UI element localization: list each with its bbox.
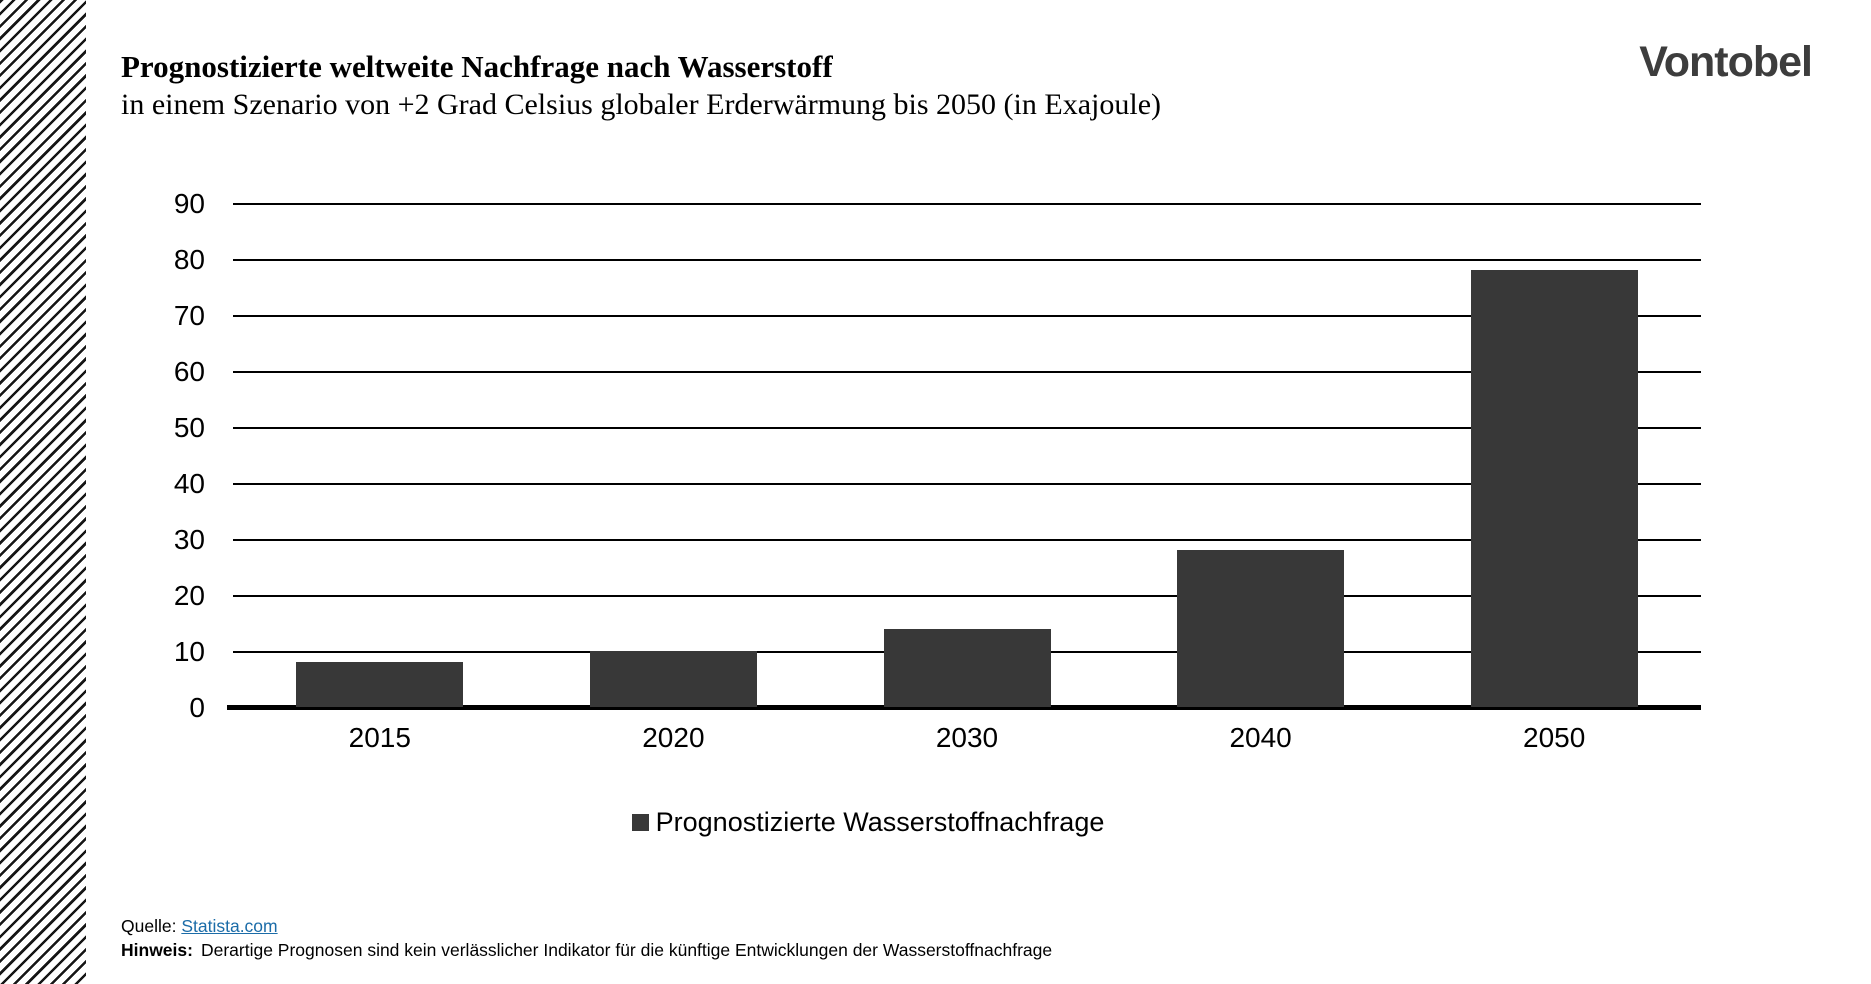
gridline [233, 203, 1701, 205]
gridline [233, 483, 1701, 485]
page-title: Prognostizierte weltweite Nachfrage nach… [121, 49, 833, 84]
note-line: Hinweis: Derartige Prognosen sind kein ve… [121, 938, 1052, 962]
vontobel-logo: Vontobel [1639, 38, 1813, 86]
bar [1470, 270, 1638, 707]
diagonal-hatch-decoration [0, 0, 86, 984]
chart-legend: Prognostizierte Wasserstoffnachfrage [233, 804, 1503, 840]
bar [883, 628, 1051, 707]
y-axis-tick-label: 10 [173, 636, 205, 667]
x-axis-tick-label: 2020 [642, 722, 705, 753]
source-link[interactable]: Statista.com [181, 916, 278, 936]
y-axis-tick-label: 60 [173, 356, 205, 387]
y-axis-tick-label: 90 [173, 188, 205, 219]
gridline [233, 595, 1701, 597]
x-axis-tick-label: 2030 [935, 722, 999, 753]
bar [589, 651, 757, 707]
plot-area: 0 10 20 30 40 50 60 70 80 90 2015 2020 2030 2040 2050 [174, 188, 1701, 753]
note-label: Hinweis: [121, 940, 193, 960]
bar [296, 662, 464, 707]
gridline [233, 427, 1701, 429]
source-label: Quelle: [121, 916, 177, 936]
page-subtitle: in einem Szenario von +2 Grad Celsius gl… [121, 88, 1161, 121]
gridline [233, 259, 1701, 261]
x-axis-tick-label: 2015 [348, 722, 411, 753]
y-axis-tick-label: 80 [173, 244, 205, 275]
x-axis-tick-label: 2040 [1229, 722, 1292, 753]
y-axis-tick-label: 50 [173, 412, 205, 443]
note-text: Derartige Prognosen sind kein verlässlic… [200, 940, 1053, 960]
y-axis-tick-label: 30 [173, 524, 205, 555]
legend-label: Prognostizierte Wasserstoffnachfrage [655, 807, 1105, 837]
gridline [233, 315, 1701, 317]
y-axis-tick-label: 70 [173, 300, 205, 331]
title-block: Prognostizierte weltweite Nachfrage nach… [121, 48, 1521, 123]
x-axis-tick-label: 2050 [1523, 722, 1586, 753]
gridline [233, 539, 1701, 541]
source-line: Quelle: Statista.com [121, 914, 1052, 938]
y-axis-tick-label: 40 [173, 468, 205, 499]
y-axis-tick-label: 0 [189, 692, 205, 723]
x-axis-line [227, 705, 1701, 710]
bar [1177, 550, 1345, 707]
footer: Quelle: Statista.com Hinweis: Derartige P… [121, 914, 1052, 962]
legend-swatch [631, 813, 649, 831]
y-axis-tick-label: 20 [173, 580, 205, 611]
gridline [233, 371, 1701, 373]
